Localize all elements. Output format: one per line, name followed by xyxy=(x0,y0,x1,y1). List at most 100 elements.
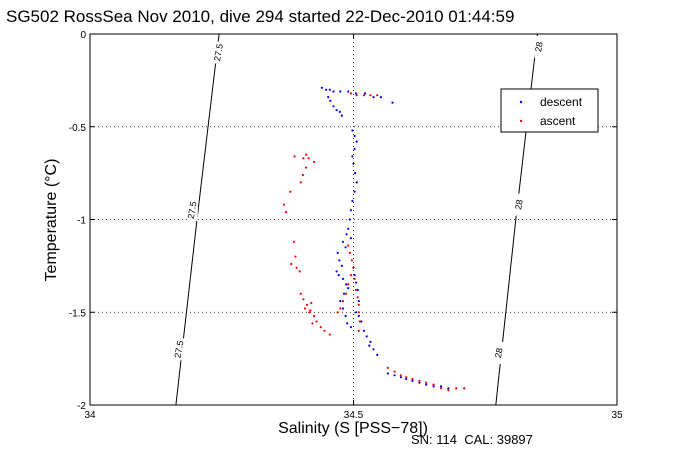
descent-point xyxy=(348,218,351,221)
contour-label-bg xyxy=(514,193,525,216)
x-tick-label: 34 xyxy=(84,410,96,421)
ascent-point xyxy=(369,94,372,97)
ascent-point xyxy=(305,166,308,169)
contour-label: 28 xyxy=(493,347,505,359)
descent-point xyxy=(340,264,343,267)
descent-point xyxy=(362,329,366,332)
y-tick-label: -0.5 xyxy=(69,123,87,134)
descent-point xyxy=(365,335,368,338)
descent-point xyxy=(357,300,360,303)
descent-point xyxy=(379,96,382,99)
ascent-point xyxy=(411,377,414,381)
descent-point xyxy=(335,270,338,273)
ascent-point xyxy=(393,370,396,373)
ascent-point xyxy=(349,92,352,95)
ascent-point xyxy=(447,389,450,392)
descent-point xyxy=(349,209,352,212)
y-tick-label: -1.5 xyxy=(69,308,87,319)
descent-point xyxy=(386,372,389,375)
ascent-point xyxy=(357,303,360,306)
contour-label: 28 xyxy=(533,41,545,53)
ascent-point xyxy=(284,211,288,214)
ascent-point xyxy=(298,270,301,273)
contour-label: 27.5 xyxy=(173,340,186,359)
descent-point xyxy=(391,101,394,104)
descent-point xyxy=(345,233,348,236)
legend-marker-descent xyxy=(519,100,523,104)
descent-point xyxy=(338,110,341,113)
descent-point xyxy=(349,326,352,329)
descent-point xyxy=(341,307,345,310)
descent-point xyxy=(344,314,347,318)
ascent-point xyxy=(418,379,421,382)
ascent-point xyxy=(282,203,285,206)
ascent-point xyxy=(439,387,443,390)
descent-point xyxy=(439,385,443,388)
ascent-point xyxy=(302,157,305,160)
ascent-point xyxy=(308,311,311,314)
ascent-point xyxy=(303,307,307,310)
contour-label: 27.5 xyxy=(186,201,199,220)
ascent-point xyxy=(405,376,408,379)
descent-point xyxy=(341,240,345,243)
ascent-point xyxy=(355,288,358,292)
ascent-point xyxy=(328,333,331,336)
ascent-point xyxy=(352,266,355,269)
ascent-point xyxy=(293,155,296,158)
legend-label-descent: descent xyxy=(540,95,583,109)
ascent-point xyxy=(312,314,316,318)
descent-point xyxy=(355,311,358,314)
ascent-point xyxy=(376,94,379,97)
descent-point xyxy=(338,259,341,262)
ascent-point xyxy=(307,157,310,160)
descent-point xyxy=(349,237,352,240)
ascent-point xyxy=(309,309,312,312)
ascent-point xyxy=(349,274,352,277)
descent-point xyxy=(335,109,338,112)
ascent-point xyxy=(299,181,302,184)
descent-point xyxy=(347,227,350,230)
descent-point xyxy=(351,199,354,203)
ascent-point xyxy=(350,259,353,262)
descent-point xyxy=(399,376,402,379)
ascent-point xyxy=(358,320,361,323)
descent-point xyxy=(354,172,357,175)
ascent-point xyxy=(294,255,297,258)
ascent-point xyxy=(455,387,458,390)
descent-point xyxy=(347,287,350,290)
descent-point xyxy=(345,283,348,286)
descent-point xyxy=(329,99,332,102)
descent-point xyxy=(393,374,396,377)
ascent-point xyxy=(356,296,359,299)
descent-point xyxy=(357,314,360,318)
descent-point xyxy=(356,288,359,292)
ascent-point xyxy=(306,303,309,306)
descent-point xyxy=(418,381,421,384)
footer-serial-cal: SN: 114 CAL: 39897 xyxy=(411,432,533,447)
contour-label-bg xyxy=(494,342,505,365)
ascent-point xyxy=(292,240,295,243)
descent-point xyxy=(355,140,358,143)
ascent-point xyxy=(353,277,356,280)
descent-point xyxy=(372,96,375,99)
contour-label-bg xyxy=(174,338,185,361)
data-points xyxy=(282,86,466,392)
descent-point xyxy=(432,385,435,388)
ascent-point xyxy=(348,251,351,254)
ascent-point xyxy=(302,298,305,301)
ascent-point xyxy=(323,329,326,332)
descent-point xyxy=(355,92,358,95)
descent-point xyxy=(353,134,356,138)
descent-point xyxy=(355,281,358,284)
ascent-point xyxy=(336,311,339,314)
ascent-point xyxy=(319,326,322,329)
descent-point xyxy=(355,181,358,184)
ascent-point xyxy=(432,383,435,386)
y-tick-label: -1 xyxy=(77,216,86,227)
ascent-point xyxy=(355,94,358,97)
legend-box xyxy=(500,88,599,133)
x-tick-label: 35 xyxy=(611,410,623,421)
ascent-point xyxy=(289,190,292,193)
ascent-point xyxy=(425,381,428,384)
